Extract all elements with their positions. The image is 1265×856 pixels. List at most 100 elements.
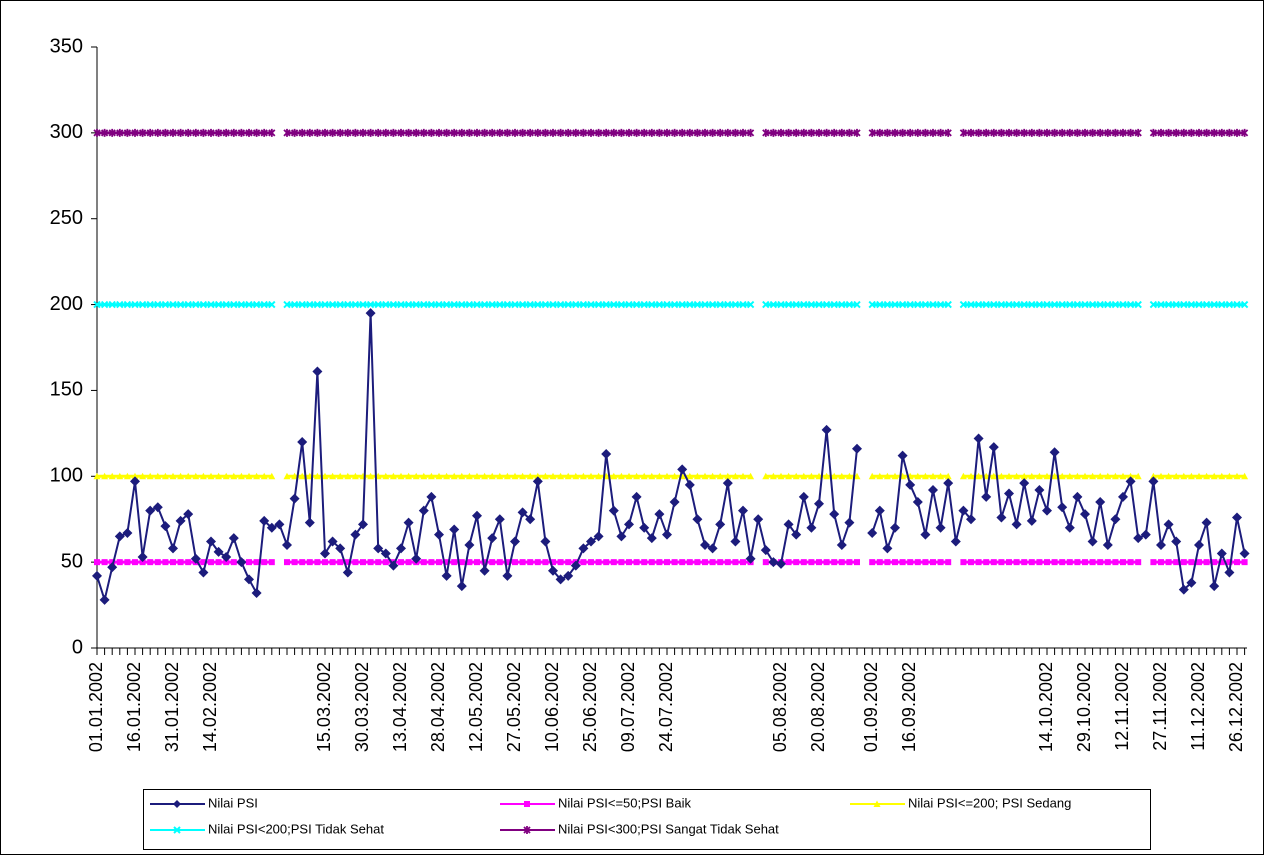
marker [557,559,564,566]
marker [830,128,838,137]
marker [139,559,146,566]
x-tick-label: 12.05.2002 [466,662,486,752]
marker [534,128,542,137]
marker [260,128,268,137]
marker [1006,559,1012,566]
marker [101,559,108,566]
marker [321,472,329,480]
x-tick-label: 05.08.2002 [770,662,790,752]
marker [131,472,139,480]
marker [183,509,194,520]
marker [944,472,952,480]
marker [997,472,1005,480]
marker [94,559,100,566]
marker [1188,559,1195,566]
marker [420,300,428,309]
marker [137,551,148,562]
marker [792,472,800,480]
marker [838,472,846,480]
legend-marker [523,826,531,834]
marker [266,522,277,533]
marker [1058,128,1066,137]
marker [816,559,822,566]
marker [624,519,634,530]
marker [830,472,838,480]
marker [344,300,352,309]
marker [823,559,830,566]
marker [686,472,694,480]
marker [464,539,475,550]
marker [1028,559,1035,566]
marker [616,531,627,542]
marker [215,559,222,566]
marker [244,574,254,585]
marker [950,536,961,547]
marker [1057,502,1068,513]
marker [1133,533,1144,544]
marker [306,128,314,137]
marker [838,559,845,566]
marker [169,300,177,309]
marker [663,472,671,480]
marker [435,300,443,309]
marker [380,548,391,559]
marker [434,529,444,540]
marker [738,505,748,516]
marker [1049,447,1060,458]
marker [306,559,313,566]
marker [663,300,671,309]
marker [116,472,124,480]
marker [1005,472,1013,480]
marker [1180,300,1188,309]
marker [821,424,832,435]
marker [1180,559,1187,566]
y-tick-label: 150 [50,379,83,401]
marker [456,581,467,592]
marker [632,300,641,309]
marker [572,472,580,480]
marker [1019,478,1030,489]
marker [122,527,133,538]
marker [108,128,116,137]
marker [648,128,656,137]
marker [899,559,906,566]
marker [367,559,374,566]
marker [123,472,131,480]
marker [549,300,557,309]
marker [176,300,185,309]
marker [199,472,207,480]
marker [701,128,709,137]
marker [93,472,101,480]
marker [396,543,406,554]
x-tick-label: 28.04.2002 [428,662,448,752]
marker [1140,529,1151,540]
marker [260,472,268,480]
marker [291,559,298,566]
marker [1178,584,1189,595]
marker [251,588,262,599]
marker [692,514,703,525]
marker [397,300,405,309]
y-tick-label: 250 [50,207,83,229]
marker [654,509,665,520]
marker [261,559,268,566]
marker [693,128,702,137]
marker [450,300,458,309]
marker [503,300,512,309]
marker [283,128,291,137]
marker [503,472,511,480]
marker [831,559,838,566]
marker [1172,300,1180,309]
marker [503,128,512,137]
marker [328,128,337,137]
marker [777,128,785,137]
marker [1119,128,1127,137]
marker [844,517,855,528]
marker [1112,559,1119,566]
marker [223,559,230,566]
marker [268,300,276,309]
marker [1118,491,1128,502]
marker [93,128,101,137]
marker [990,300,998,309]
